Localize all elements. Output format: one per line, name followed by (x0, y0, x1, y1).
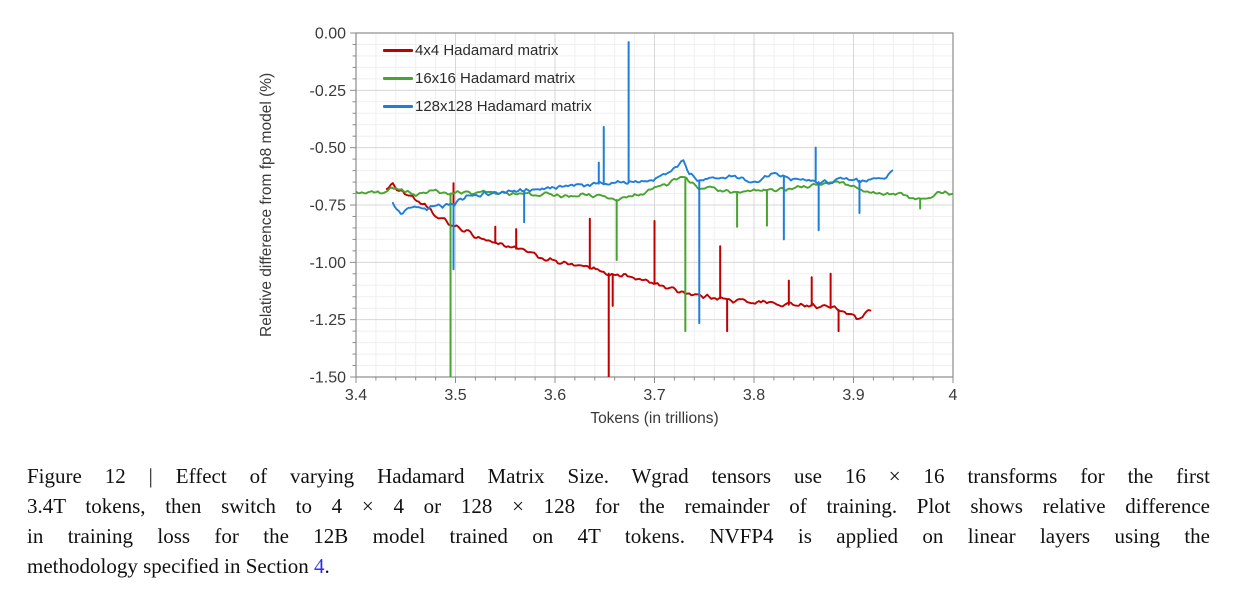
series-line-16x16-hadamard-matrix (356, 176, 953, 202)
caption-line-2: 3.4T tokens, then switch to 4 × 4 or 128… (27, 494, 1210, 518)
axis-ticks (350, 32, 954, 383)
y-tick-label: -1.25 (310, 312, 347, 329)
series-line-128x128-hadamard-matrix (391, 159, 894, 215)
legend-line-swatch-128x128-hadamard-matrix (383, 104, 413, 108)
x-tick-label: 4 (949, 387, 958, 404)
legend-label-4x4-hadamard-matrix: 4x4 Hadamard matrix (415, 41, 559, 59)
chart-canvas: 3.4 3.5 3.6 3.7 3.8 3.9 4 0.00 -0.25 -0.50 -0.75 -1… (310, 26, 958, 405)
caption-line-4-text: methodology specified in Section (27, 554, 314, 578)
series-4x4-hadamard-matrix (385, 182, 872, 377)
caption-line-4: methodology specified in Section 4. (27, 551, 1210, 581)
legend-label-128x128-hadamard-matrix: 128x128 Hadamard matrix (415, 97, 592, 115)
legend-line-swatch-16x16-hadamard-matrix (383, 76, 413, 80)
legend-item-128x128-hadamard-matrix: 128x128 Hadamard matrix (383, 92, 592, 120)
y-tick-label: -0.75 (310, 198, 347, 215)
y-tick-label: -1.00 (310, 255, 347, 272)
y-tick-label: -1.50 (310, 370, 347, 387)
figure-caption: Figure 12 | Effect of varying Hadamard M… (27, 461, 1210, 581)
x-tick-label: 3.6 (544, 387, 566, 404)
series-128x128-hadamard-matrix (391, 41, 894, 325)
x-axis-title: Tokens (in trillions) (590, 410, 719, 427)
y-tick-label: -0.50 (310, 140, 347, 157)
legend-label-16x16-hadamard-matrix: 16x16 Hadamard matrix (415, 69, 576, 87)
y-tick-label: 0.00 (315, 26, 346, 43)
axis-labels: 3.4 3.5 3.6 3.7 3.8 3.9 4 0.00 -0.25 -0.50 -0.75 -1… (310, 26, 958, 405)
caption-line-3: in training loss for the 12B model train… (27, 524, 1210, 548)
y-axis-title: Relative difference from fp8 model (%) (258, 72, 275, 338)
caption-line-1: Figure 12 | Effect of varying Hadamard M… (27, 464, 1210, 488)
x-tick-label: 3.4 (345, 387, 367, 404)
caption-line-4-period: . (324, 554, 330, 578)
section-4-link[interactable]: 4 (313, 554, 325, 578)
legend-item-16x16-hadamard-matrix: 16x16 Hadamard matrix (383, 64, 592, 92)
grid-major (356, 33, 953, 377)
x-tick-label: 3.5 (444, 387, 466, 404)
x-tick-label: 3.9 (842, 387, 864, 404)
x-tick-label: 3.8 (743, 387, 765, 404)
series-16x16-hadamard-matrix (356, 176, 953, 377)
legend-line-swatch-4x4-hadamard-matrix (383, 48, 413, 52)
legend: 4x4 Hadamard matrix 16x16 Hadamard matrix… (383, 36, 592, 120)
legend-item-4x4-hadamard-matrix: 4x4 Hadamard matrix (383, 36, 592, 64)
x-tick-label: 3.7 (643, 387, 665, 404)
chart-region: 3.4 3.5 3.6 3.7 3.8 3.9 4 0.00 -0.25 -0.50 -0.75 -1… (258, 26, 958, 428)
y-tick-label: -0.25 (310, 83, 347, 100)
